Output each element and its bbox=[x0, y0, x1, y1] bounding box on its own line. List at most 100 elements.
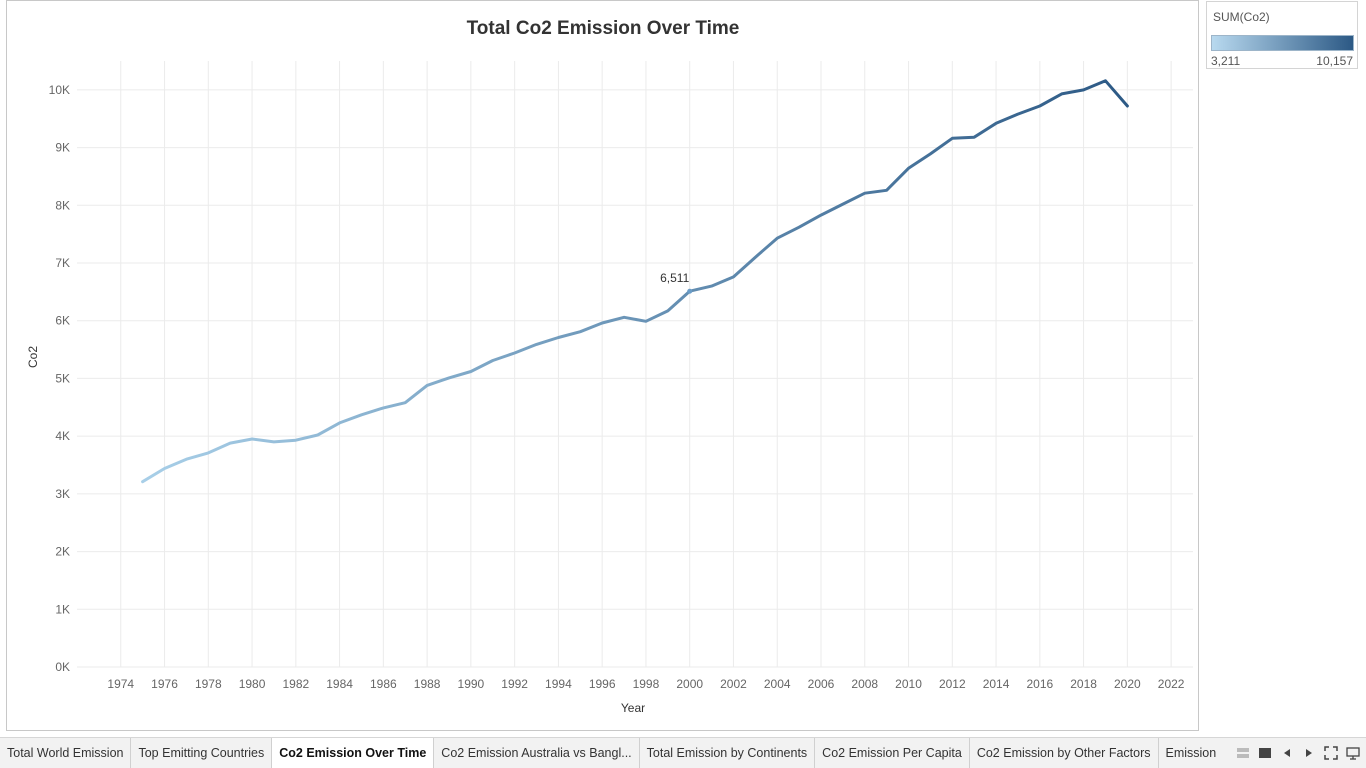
data-point[interactable] bbox=[773, 234, 781, 242]
data-point[interactable] bbox=[992, 119, 1000, 127]
y-axis-ticks: 0K 1K 2K 3K 4K 5K 6K 7K 8K 9K 10K bbox=[49, 83, 70, 674]
data-point[interactable] bbox=[270, 438, 278, 446]
data-point[interactable] bbox=[817, 211, 825, 219]
prev-arrow-icon[interactable] bbox=[1280, 746, 1294, 760]
data-point[interactable] bbox=[948, 134, 956, 142]
data-point[interactable] bbox=[839, 200, 847, 208]
x-tick-label: 2008 bbox=[851, 677, 878, 691]
x-tick-label: 1992 bbox=[501, 677, 528, 691]
y-tick-label: 6K bbox=[55, 314, 70, 328]
x-tick-label: 2010 bbox=[895, 677, 922, 691]
sheet-tab[interactable]: Total World Emission bbox=[0, 738, 132, 768]
data-point[interactable] bbox=[314, 431, 322, 439]
data-point[interactable] bbox=[467, 368, 475, 376]
data-point[interactable] bbox=[423, 381, 431, 389]
data-point[interactable] bbox=[357, 411, 365, 419]
series-line[interactable] bbox=[141, 79, 1129, 484]
x-axis-ticks: 1974 1976 1978 1980 1982 1984 1986 1988 1990 1992… bbox=[107, 677, 1184, 691]
sheet-tab-bar: Total World Emission Top Emitting Countri… bbox=[0, 737, 1366, 768]
sheet-tab[interactable]: Top Emitting Countries bbox=[131, 738, 273, 768]
x-tick-label: 1996 bbox=[589, 677, 616, 691]
x-tick-label: 2002 bbox=[720, 677, 747, 691]
tab-controls bbox=[1236, 746, 1360, 760]
data-point[interactable] bbox=[533, 340, 541, 348]
data-point[interactable] bbox=[226, 439, 234, 447]
line-chart: Total Co2 Emission Over Time 1974 1976 197… bbox=[26, 18, 1193, 715]
sheet-tab[interactable]: Co2 Emission Over Time bbox=[272, 738, 435, 768]
x-tick-label: 1990 bbox=[458, 677, 485, 691]
data-point[interactable] bbox=[554, 333, 562, 341]
grid-view-icon[interactable] bbox=[1236, 746, 1250, 760]
legend-color-ramp bbox=[1211, 35, 1354, 51]
data-point[interactable] bbox=[1123, 102, 1131, 110]
legend-title: SUM(Co2) bbox=[1213, 10, 1270, 24]
next-arrow-icon[interactable] bbox=[1302, 746, 1316, 760]
sheet-tab[interactable]: Emission bbox=[1159, 738, 1223, 768]
data-point[interactable] bbox=[598, 319, 606, 327]
data-point[interactable] bbox=[161, 464, 169, 472]
data-point[interactable] bbox=[336, 419, 344, 427]
sheet-tab[interactable]: Co2 Emission Australia vs Bangl... bbox=[434, 738, 640, 768]
presentation-icon[interactable] bbox=[1346, 746, 1360, 760]
data-point[interactable] bbox=[861, 189, 869, 197]
sheet-tab[interactable]: Total Emission by Continents bbox=[640, 738, 816, 768]
y-axis-label: Co2 bbox=[26, 346, 40, 368]
series-layer: 6,511 bbox=[139, 77, 1131, 486]
x-tick-label: 2022 bbox=[1158, 677, 1185, 691]
x-tick-label: 1978 bbox=[195, 677, 222, 691]
x-tick-label: 1976 bbox=[151, 677, 178, 691]
data-point[interactable] bbox=[883, 186, 891, 194]
y-tick-label: 9K bbox=[55, 141, 70, 155]
x-tick-label: 2020 bbox=[1114, 677, 1141, 691]
data-point[interactable] bbox=[642, 317, 650, 325]
y-tick-label: 7K bbox=[55, 256, 70, 270]
data-point[interactable] bbox=[795, 223, 803, 231]
x-axis-label: Year bbox=[621, 701, 645, 715]
chart-title: Total Co2 Emission Over Time bbox=[467, 18, 740, 39]
legend-min-label: 3,211 bbox=[1211, 54, 1241, 68]
y-tick-label: 4K bbox=[55, 429, 70, 443]
data-point[interactable] bbox=[620, 313, 628, 321]
data-point[interactable] bbox=[489, 357, 497, 365]
data-point[interactable] bbox=[139, 478, 147, 486]
data-point[interactable] bbox=[1014, 110, 1022, 118]
x-tick-label: 1998 bbox=[633, 677, 660, 691]
data-point[interactable] bbox=[664, 307, 672, 315]
data-point[interactable] bbox=[182, 455, 190, 463]
fill-view-icon[interactable] bbox=[1258, 746, 1272, 760]
x-tick-label: 2004 bbox=[764, 677, 791, 691]
data-point[interactable] bbox=[204, 449, 212, 457]
y-tick-label: 8K bbox=[55, 198, 70, 212]
fullscreen-icon[interactable] bbox=[1324, 746, 1338, 760]
data-point[interactable] bbox=[379, 404, 387, 412]
data-point[interactable] bbox=[1080, 86, 1088, 94]
annotation-label: 6,511 bbox=[660, 271, 689, 285]
data-point[interactable] bbox=[1036, 102, 1044, 110]
legend-max-label: 10,157 bbox=[1316, 54, 1353, 68]
data-point[interactable] bbox=[1058, 90, 1066, 98]
data-point[interactable] bbox=[511, 349, 519, 357]
data-point[interactable] bbox=[248, 435, 256, 443]
data-point[interactable] bbox=[708, 282, 716, 290]
x-tick-label: 2016 bbox=[1026, 677, 1053, 691]
color-legend[interactable]: SUM(Co2) 3,211 10,157 bbox=[1206, 1, 1358, 69]
data-point[interactable] bbox=[926, 150, 934, 158]
data-point[interactable] bbox=[905, 164, 913, 172]
sheet-tabs: Total World Emission Top Emitting Countri… bbox=[0, 738, 1222, 768]
data-point[interactable] bbox=[445, 374, 453, 382]
sheet-tab[interactable]: Co2 Emission by Other Factors bbox=[970, 738, 1159, 768]
y-tick-label: 10K bbox=[49, 83, 70, 97]
x-tick-label: 1974 bbox=[107, 677, 134, 691]
data-point[interactable] bbox=[292, 436, 300, 444]
sheet-tab[interactable]: Co2 Emission Per Capita bbox=[815, 738, 970, 768]
data-point[interactable] bbox=[576, 328, 584, 336]
y-tick-label: 1K bbox=[55, 602, 70, 616]
data-point[interactable] bbox=[401, 399, 409, 407]
data-point[interactable] bbox=[751, 253, 759, 261]
y-tick-label: 0K bbox=[55, 660, 70, 674]
data-point[interactable] bbox=[970, 133, 978, 141]
x-tick-label: 1988 bbox=[414, 677, 441, 691]
data-point[interactable] bbox=[729, 273, 737, 281]
data-point[interactable] bbox=[1101, 77, 1109, 85]
annotation-point bbox=[687, 288, 693, 294]
